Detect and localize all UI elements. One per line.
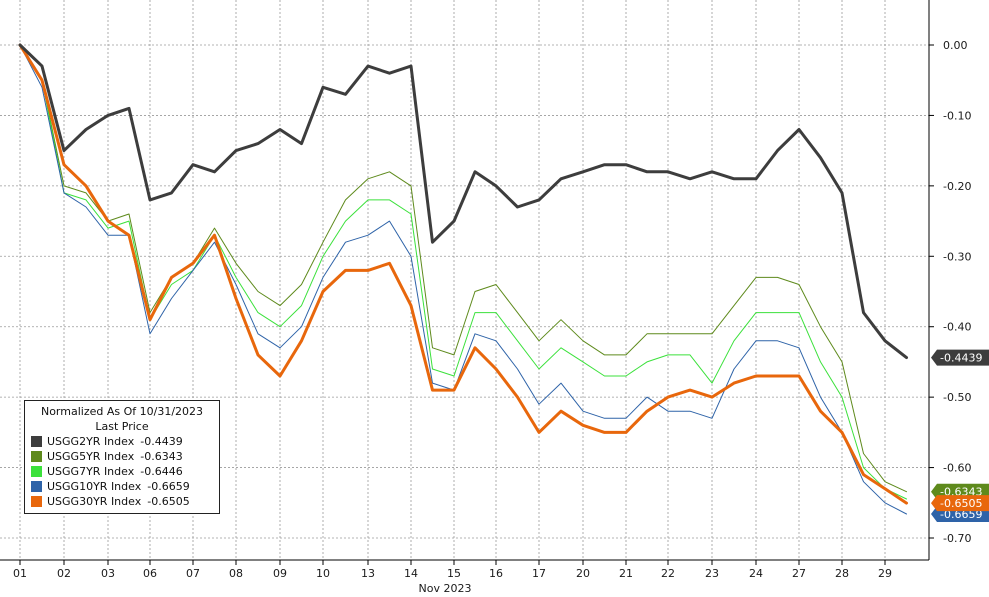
series-layer: [18, 43, 908, 515]
last-price-tag-text: -0.4439: [940, 352, 982, 365]
x-tick-label: 28: [835, 567, 849, 580]
y-tick-label: 0.00: [943, 39, 968, 52]
y-tick-label: -0.20: [943, 180, 971, 193]
x-tick-label: 17: [532, 567, 546, 580]
last-price-tag-bg: [931, 349, 989, 366]
legend-header-title: Normalized As Of 10/31/2023: [40, 405, 204, 418]
y-tick-label: -0.70: [943, 532, 971, 545]
legend-swatch-usgg2yr: [31, 436, 42, 447]
x-tick-label: 13: [361, 567, 375, 580]
legend-label-usgg30yr: USGG30YR Index: [47, 495, 142, 508]
x-tick-label: 21: [619, 567, 633, 580]
legend-label-usgg5yr: USGG5YR Index: [47, 450, 135, 463]
legend: Normalized As Of 10/31/2023 Last Price U…: [24, 400, 220, 514]
legend-value-usgg5yr: -0.6343: [140, 450, 183, 463]
series-line-usgg7yr: [19, 44, 907, 500]
last-price-tag-text: -0.6659: [940, 508, 982, 521]
x-tick-label: 29: [878, 567, 892, 580]
last-price-tag-bg: [931, 495, 989, 512]
x-tick-label: 01: [13, 567, 27, 580]
legend-item-usgg7yr: USGG7YR Index -0.6446: [31, 464, 213, 479]
x-tick-label: 16: [489, 567, 503, 580]
legend-item-usgg30yr: USGG30YR Index -0.6505: [31, 494, 213, 509]
legend-swatch-usgg7yr: [31, 466, 42, 477]
last-price-tag-usgg30yr: -0.6505: [931, 495, 989, 512]
legend-header-subtitle: Last Price: [95, 420, 149, 433]
legend-value-usgg10yr: -0.6659: [147, 480, 190, 493]
legend-swatch-usgg30yr: [31, 496, 42, 507]
x-tick-label: 10: [316, 567, 330, 580]
x-axis-ticks: 01 02 03 06 07 08 09 10 13 14 15 16 17 20 21 22 23 24 27 28…: [13, 560, 892, 580]
x-tick-label: 24: [749, 567, 763, 580]
legend-label-usgg10yr: USGG10YR Index: [47, 480, 142, 493]
series-line-usgg2yr: [18, 43, 908, 360]
y-tick-label: -0.40: [943, 321, 971, 334]
chart-grid: [0, 0, 929, 560]
last-price-tag-usgg2yr: -0.4439: [931, 349, 989, 366]
y-tick-label: -0.50: [943, 391, 971, 404]
last-price-tag-text: -0.6505: [940, 497, 982, 510]
y-tick-label: -0.10: [943, 109, 971, 122]
series-line-usgg10yr: [19, 44, 907, 515]
y-axis-ticks: 0.00 -0.10 -0.20 -0.30 -0.40 -0.50 -0.60 -0.70: [929, 39, 971, 545]
x-tick-label: 20: [576, 567, 590, 580]
x-axis-title: Nov 2023: [419, 582, 472, 595]
y-tick-label: -0.30: [943, 250, 971, 263]
legend-value-usgg7yr: -0.6446: [140, 465, 183, 478]
x-tick-label: 15: [447, 567, 461, 580]
x-tick-label: 14: [404, 567, 418, 580]
x-tick-label: 27: [792, 567, 806, 580]
legend-item-usgg2yr: USGG2YR Index -0.4439: [31, 434, 213, 449]
x-tick-label: 07: [186, 567, 200, 580]
last-price-tags: -0.4439-0.6343-0.6659-0.6505: [931, 349, 989, 522]
legend-value-usgg30yr: -0.6505: [147, 495, 190, 508]
legend-item-usgg5yr: USGG5YR Index -0.6343: [31, 449, 213, 464]
legend-value-usgg2yr: -0.4439: [140, 435, 183, 448]
series-line-usgg30yr: [18, 43, 908, 505]
x-tick-label: 09: [273, 567, 287, 580]
legend-item-usgg10yr: USGG10YR Index -0.6659: [31, 479, 213, 494]
legend-label-usgg7yr: USGG7YR Index: [47, 465, 135, 478]
x-tick-label: 03: [101, 567, 115, 580]
legend-label-usgg2yr: USGG2YR Index: [47, 435, 135, 448]
x-tick-label: 06: [143, 567, 157, 580]
legend-swatch-usgg5yr: [31, 451, 42, 462]
x-tick-label: 22: [661, 567, 675, 580]
y-tick-label: -0.60: [943, 462, 971, 475]
x-tick-label: 02: [57, 567, 71, 580]
legend-swatch-usgg10yr: [31, 481, 42, 492]
x-tick-label: 08: [229, 567, 243, 580]
x-tick-label: 23: [705, 567, 719, 580]
